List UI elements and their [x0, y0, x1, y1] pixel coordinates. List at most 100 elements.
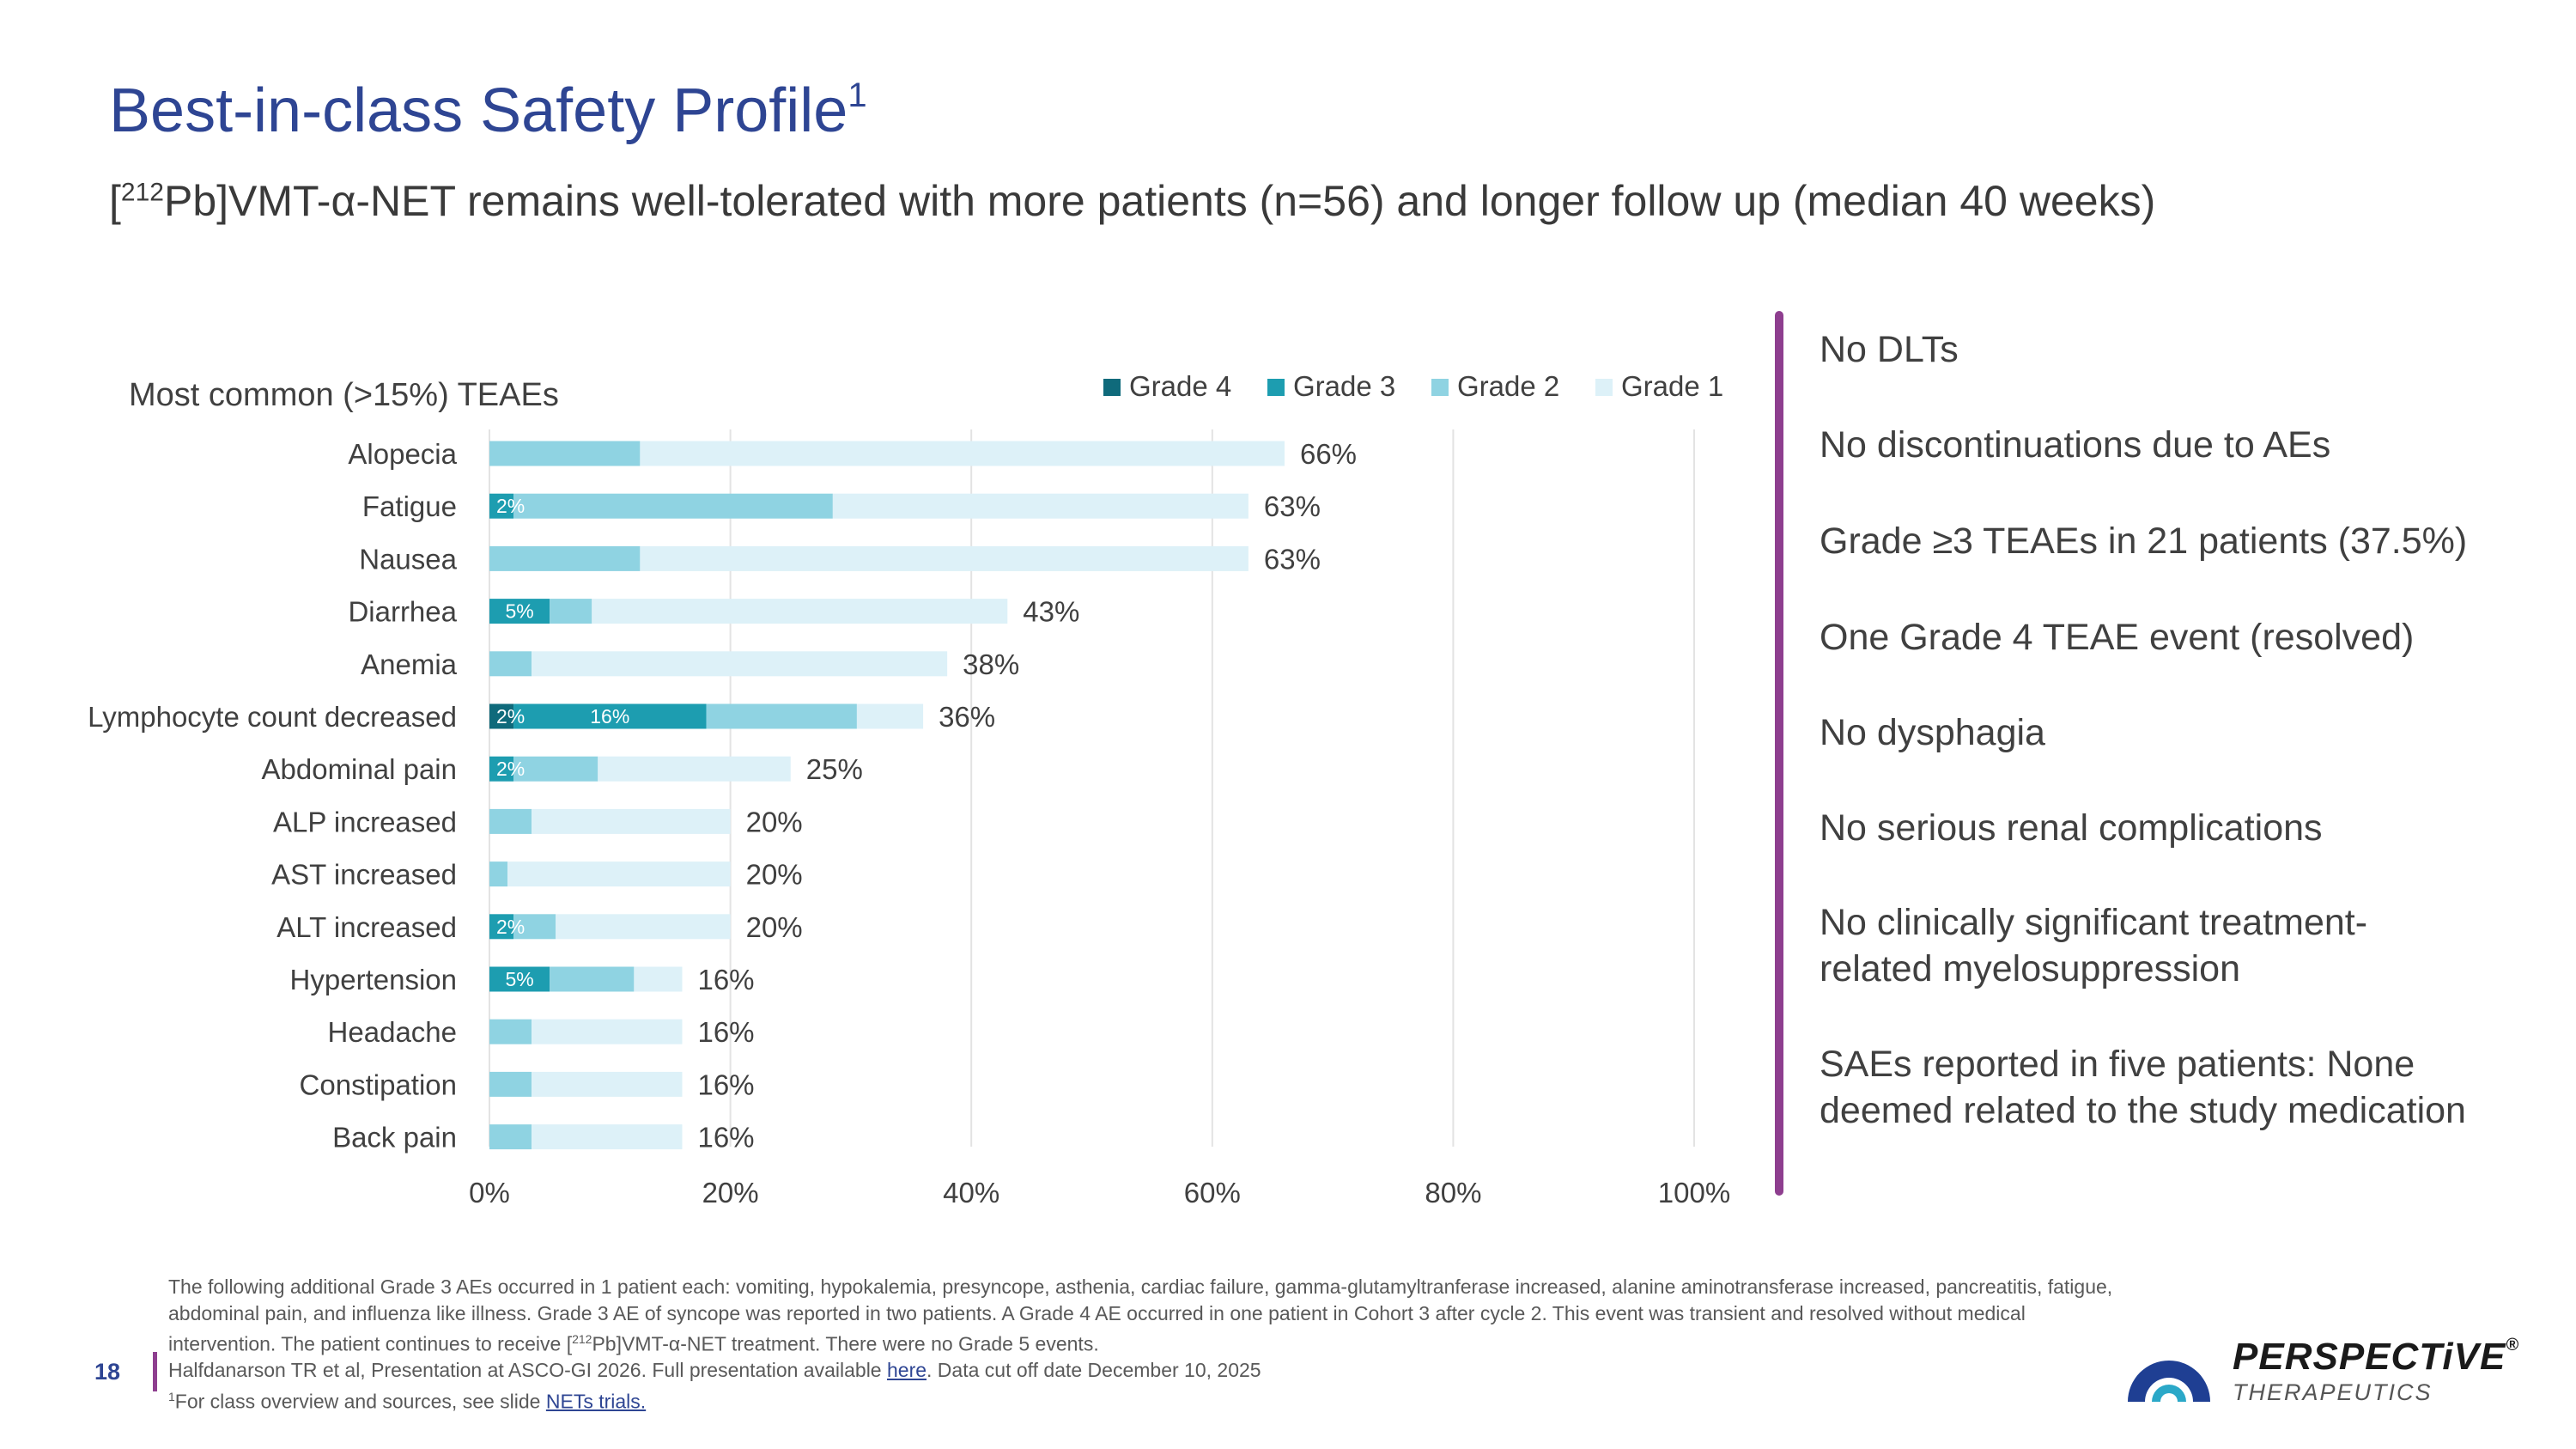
segment-label: 2% [496, 758, 525, 780]
accent-divider [1775, 311, 1783, 1196]
bar-segment-grade1 [532, 651, 948, 677]
page-subtitle: [212Pb]VMT-α-NET remains well-tolerated … [109, 177, 2156, 225]
category-label: Lymphocyte count decreased [88, 701, 457, 733]
footnote-citation: Halfdanarson TR et al, Presentation at A… [168, 1359, 1261, 1382]
bar-segment-grade2 [550, 966, 635, 992]
footnotes: The following additional Grade 3 AEs occ… [168, 1274, 2126, 1415]
bar-segment-grade1 [856, 703, 924, 729]
chart-legend: Grade 4 Grade 3 Grade 2 Grade 1 [1103, 370, 1723, 402]
bar-segment-grade2 [513, 756, 598, 782]
legend-label: Grade 4 [1129, 370, 1231, 402]
legend-label: Grade 1 [1621, 370, 1723, 402]
segment-label: 5% [505, 600, 533, 623]
bar-segment-grade1 [634, 966, 683, 992]
bar-total-label: 66% [1300, 438, 1357, 470]
highlight-no-dlts: No DLTs [1820, 329, 1959, 370]
bar-total-label: 16% [697, 964, 754, 995]
segment-label: 2% [496, 705, 525, 728]
bar-segment-grade2 [489, 808, 532, 834]
bar-segment-grade1 [640, 545, 1249, 571]
chart-bars [489, 441, 1285, 1150]
category-label: Alopecia [348, 438, 457, 470]
x-tick-label: 80% [1425, 1177, 1481, 1209]
brand-tagline: THERAPEUTICS [2233, 1379, 2433, 1405]
category-label: ALP increased [273, 806, 457, 837]
footnote-class-overview: 1For class overview and sources, see sli… [168, 1389, 647, 1413]
highlight-no-myelosuppression: No clinically significant treatment-rela… [1820, 902, 2368, 989]
presentation-link[interactable]: here [886, 1359, 927, 1382]
bar-segment-grade2 [513, 914, 556, 940]
page-number-divider [153, 1352, 157, 1391]
bar-segment-grade2 [489, 1019, 532, 1044]
page-title: Best-in-class Safety Profile1 [109, 76, 867, 145]
bar-segment-grade3 [489, 493, 514, 519]
legend-label: Grade 3 [1293, 370, 1395, 402]
legend-swatch [1595, 379, 1613, 396]
bar-total-label: 16% [697, 1016, 754, 1048]
bar-segment-grade2 [489, 441, 641, 466]
highlight-grade3-teaes: Grade ≥3 TEAEs in 21 patients (37.5%) [1820, 521, 2468, 562]
category-label: Headache [328, 1016, 457, 1048]
bar-total-label: 63% [1264, 543, 1321, 575]
bar-segment-grade2 [489, 545, 641, 571]
x-tick-label: 60% [1184, 1177, 1241, 1209]
bar-segment-grade2 [706, 703, 857, 729]
bar-segment-grade1 [532, 1124, 683, 1150]
highlight-no-discontinuations: No discontinuations due to AEs [1820, 424, 2331, 466]
bar-segment-grade1 [532, 1071, 683, 1097]
bar-segment-grade1 [556, 914, 731, 940]
bar-segment-grade2 [489, 861, 508, 887]
bar-segment-grade1 [598, 756, 791, 782]
bar-total-label: 63% [1264, 490, 1321, 522]
bar-segment-grade2 [489, 651, 532, 677]
bar-total-label: 20% [746, 859, 803, 891]
legend-label: Grade 2 [1457, 370, 1559, 402]
bar-segment-grade2 [513, 493, 833, 519]
bar-segment-grade3 [489, 914, 514, 940]
bar-total-label: 16% [697, 1122, 754, 1154]
highlight-no-dysphagia: No dysphagia [1820, 712, 2045, 753]
bar-segment-grade1 [532, 808, 731, 834]
bar-segment-grade3 [489, 599, 550, 624]
x-tick-label: 40% [943, 1177, 999, 1209]
nets-trials-link[interactable]: NETs trials. [545, 1390, 647, 1413]
legend-swatch [1103, 379, 1121, 396]
segment-label: 2% [496, 495, 525, 517]
bar-total-label: 36% [939, 701, 995, 733]
category-label: Anemia [361, 648, 458, 680]
highlight-saes: SAEs reported in five patients: None dee… [1820, 1044, 2466, 1131]
bar-total-label: 16% [697, 1068, 754, 1100]
bar-total-label: 20% [746, 911, 803, 943]
bar-segment-grade3 [489, 756, 514, 782]
x-tick-label: 20% [702, 1177, 759, 1209]
highlight-grade4-event: One Grade 4 TEAE event (resolved) [1820, 617, 2415, 658]
segment-label: 5% [505, 968, 533, 990]
bar-segment-grade1 [592, 599, 1008, 624]
segment-label: 2% [496, 916, 525, 938]
category-label: Fatigue [362, 490, 457, 522]
bar-segment-grade1 [507, 861, 731, 887]
category-label: Back pain [332, 1122, 457, 1154]
bar-segment-grade3 [489, 966, 550, 992]
bar-total-label: 25% [806, 753, 863, 785]
category-label: Constipation [300, 1068, 457, 1100]
bar-segment-grade3 [513, 703, 707, 729]
page-number: 18 [94, 1359, 121, 1385]
bar-segment-grade1 [832, 493, 1249, 519]
category-label: Diarrhea [348, 596, 457, 628]
teae-bar-chart: 0% 20% 40% 60% 80% 100% Most common (>15%) TEA… [88, 370, 1730, 1209]
highlight-no-renal: No serious renal complications [1820, 807, 2323, 849]
bar-total-label: 43% [1023, 596, 1079, 628]
category-label: Abdominal pain [262, 753, 458, 785]
bar-segment-grade2 [489, 1124, 532, 1150]
bar-segment-grade2 [489, 1071, 532, 1097]
chart-title: Most common (>15%) TEAEs [129, 377, 559, 413]
perspective-logo-icon [2128, 1361, 2210, 1402]
footnote-additional-aes: The following additional Grade 3 AEs occ… [168, 1275, 2113, 1355]
x-tick-label: 100% [1658, 1177, 1730, 1209]
legend-swatch [1431, 379, 1449, 396]
bar-segment-grade1 [640, 441, 1285, 466]
category-label: AST increased [271, 859, 457, 891]
bar-total-label: 20% [746, 806, 803, 837]
bar-total-label: 38% [963, 648, 1019, 680]
